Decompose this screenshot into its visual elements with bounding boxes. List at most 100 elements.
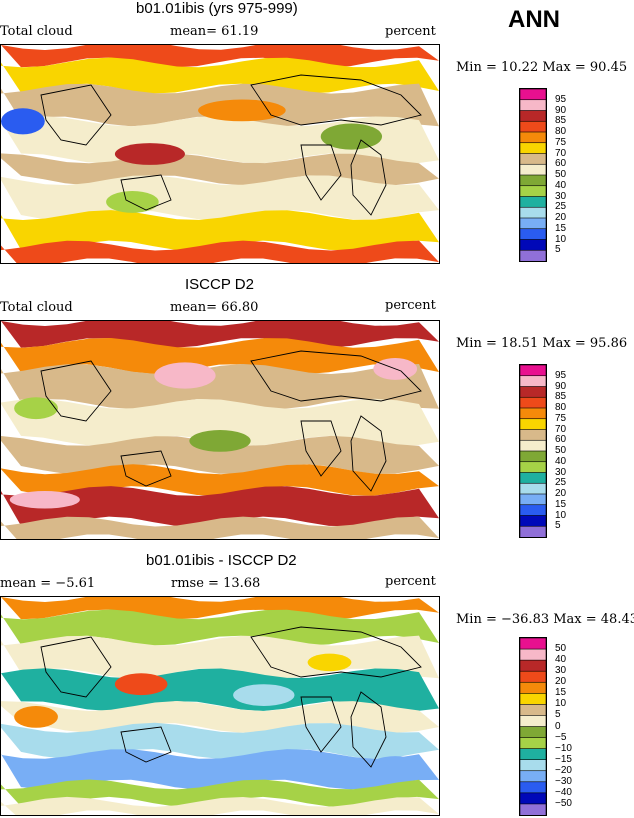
panel-1-title: b01.01ibis (yrs 975-999) — [136, 0, 298, 17]
colorbar-tick-label: 40 — [555, 179, 567, 191]
colorbar-tick-label: 40 — [555, 455, 567, 467]
colorbar-tick-label: 50 — [555, 445, 567, 456]
colorbar-swatch — [520, 174, 546, 187]
panel-1-variable-label: Total cloud — [0, 24, 73, 39]
colorbar-tick-label: 50 — [555, 643, 567, 655]
colorbar-swatch — [520, 648, 546, 661]
coastline — [350, 139, 387, 216]
colorbar-tick-label: 85 — [555, 391, 567, 403]
contour-band — [1, 45, 439, 68]
panel-3-map — [0, 596, 440, 816]
colorbar-tick-label: 80 — [555, 402, 567, 413]
contour-band — [1, 701, 439, 733]
contour-region — [198, 99, 286, 122]
colorbar-tick-label: 5 — [555, 244, 561, 256]
coastline — [250, 626, 422, 678]
colorbar-swatch — [520, 153, 546, 166]
contour-band — [1, 796, 439, 815]
colorbar-swatch — [520, 472, 546, 485]
colorbar-swatch — [520, 206, 546, 219]
colorbar-swatch — [520, 461, 546, 474]
colorbar-swatch — [520, 196, 546, 209]
coastline — [300, 420, 342, 477]
colorbar-swatch — [520, 396, 546, 409]
colorbar-swatch — [520, 781, 546, 794]
colorbar-swatch — [520, 120, 546, 133]
colorbar-tick-label: −10 — [555, 742, 572, 754]
coastline — [120, 726, 172, 763]
contour-band — [1, 486, 439, 527]
contour-region — [114, 673, 168, 696]
colorbar-tick-label: 15 — [555, 687, 567, 699]
colorbar-swatch — [520, 737, 546, 750]
colorbar-tick-label: −30 — [555, 775, 572, 787]
colorbar-swatch — [520, 450, 546, 463]
colorbar-tick-label: 95 — [555, 93, 567, 105]
colorbar-swatch — [520, 525, 546, 537]
colorbar-tick-label: 15 — [555, 498, 567, 510]
contour-band — [1, 597, 439, 620]
colorbar-swatch — [520, 217, 546, 230]
colorbar-swatch — [520, 386, 546, 399]
panel-2-minmax: Min = 18.51 Max = 95.86 — [456, 336, 628, 351]
panel-1-units-label: percent — [385, 24, 436, 39]
colorbar-swatch — [520, 429, 546, 442]
colorbar-swatch — [520, 99, 546, 112]
colorbar-tick-label: −50 — [555, 797, 572, 809]
colorbar-swatch — [520, 482, 546, 495]
colorbar-tick-label: 5 — [555, 709, 561, 721]
colorbar-swatch — [520, 375, 546, 388]
panel-2-colorbar — [519, 364, 547, 538]
colorbar-tick-label: 0 — [555, 720, 561, 732]
colorbar-swatch — [520, 504, 546, 517]
contour-band — [1, 668, 439, 711]
colorbar-swatch — [520, 163, 546, 176]
colorbar-swatch — [520, 142, 546, 155]
colorbar-tick-label: 30 — [555, 665, 567, 677]
colorbar-tick-label: 60 — [555, 158, 567, 170]
colorbar-tick-label: 90 — [555, 380, 567, 392]
contour-band — [1, 398, 439, 446]
colorbar-swatch — [520, 748, 546, 761]
colorbar-tick-label: 25 — [555, 201, 567, 213]
colorbar-tick-label: 15 — [555, 222, 567, 234]
colorbar-swatch — [520, 110, 546, 123]
colorbar-tick-label: 75 — [555, 412, 567, 424]
colorbar-tick-label: −40 — [555, 786, 572, 798]
panel-3-rmse-label: rmse = 13.68 — [171, 576, 261, 591]
contour-region — [114, 143, 185, 165]
contour-band — [1, 210, 439, 251]
colorbar-tick-label: 30 — [555, 190, 567, 202]
season-label: ANN — [508, 6, 560, 33]
colorbar-swatch — [520, 726, 546, 739]
coastline — [40, 84, 112, 146]
panel-2-units-label: percent — [385, 298, 436, 313]
contour-region — [368, 756, 422, 778]
contour-region — [106, 191, 159, 213]
colorbar-swatch — [520, 439, 546, 452]
colorbar-tick-label: 90 — [555, 104, 567, 116]
colorbar-tick-label: 70 — [555, 147, 567, 159]
colorbar-tick-label: −15 — [555, 753, 572, 765]
panel-1-minmax: Min = 10.22 Max = 90.45 — [456, 60, 628, 75]
colorbar-swatch — [520, 715, 546, 728]
colorbar-swatch — [520, 89, 546, 101]
colorbar-swatch — [520, 185, 546, 198]
colorbar-tick-label: 50 — [555, 169, 567, 180]
colorbar-swatch — [520, 803, 546, 815]
contour-band — [1, 153, 439, 186]
coastline — [350, 691, 387, 768]
coastline — [40, 360, 112, 422]
colorbar-swatch — [520, 659, 546, 672]
colorbar-swatch — [520, 759, 546, 772]
contour-region — [307, 653, 352, 672]
contour-band — [1, 609, 439, 646]
coastline — [350, 415, 387, 492]
coastline — [300, 696, 342, 753]
panel-2-mean-label: mean= 66.80 — [170, 300, 259, 315]
colorbar-swatch — [520, 407, 546, 420]
contour-band — [1, 321, 439, 348]
coastline — [120, 174, 172, 211]
colorbar-tick-label: 20 — [555, 488, 567, 499]
contour-band — [1, 240, 439, 263]
